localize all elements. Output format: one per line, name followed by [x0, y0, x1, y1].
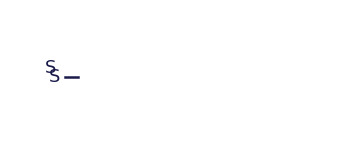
Text: S: S	[48, 68, 60, 86]
Text: S: S	[45, 59, 57, 77]
